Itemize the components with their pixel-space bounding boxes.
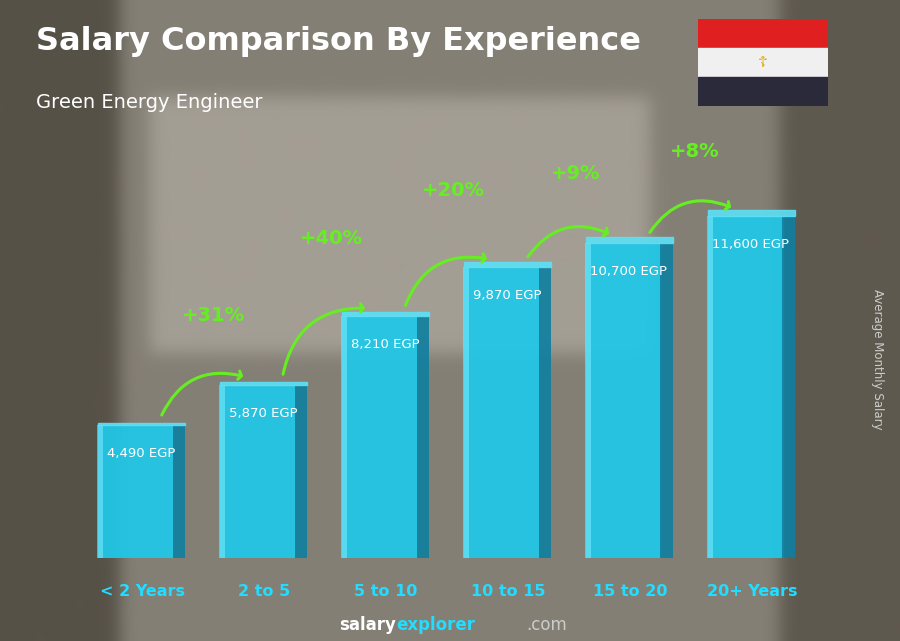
Text: salary: salary [339,616,396,634]
Bar [464,267,469,558]
Text: Salary Comparison By Experience: Salary Comparison By Experience [36,26,641,56]
Bar [707,216,713,558]
Bar [585,243,590,558]
Text: 10,700 EGP: 10,700 EGP [590,265,667,278]
Bar [342,316,418,558]
Text: +8%: +8% [670,142,719,160]
Text: 8,210 EGP: 8,210 EGP [351,338,419,351]
Text: explorer: explorer [396,616,475,634]
Bar [341,316,346,558]
Text: < 2 Years: < 2 Years [100,583,184,599]
Text: 5,870 EGP: 5,870 EGP [229,407,297,420]
Bar [708,216,784,558]
Text: Average Monthly Salary: Average Monthly Salary [871,288,884,429]
Bar [782,216,795,558]
Text: 4,490 EGP: 4,490 EGP [107,447,176,460]
Bar [698,19,828,48]
Text: 20+ Years: 20+ Years [706,583,797,599]
Bar [586,243,662,558]
Bar [698,77,828,106]
Text: 9,870 EGP: 9,870 EGP [472,289,541,302]
Bar [417,316,428,558]
Bar [708,210,795,216]
Bar [538,267,551,558]
Text: 5 to 10: 5 to 10 [355,583,418,599]
Bar [464,262,551,267]
Bar [661,243,672,558]
Bar [342,312,428,316]
Text: 11,600 EGP: 11,600 EGP [712,238,789,251]
Bar [173,426,184,558]
Text: +9%: +9% [551,164,600,183]
Bar [464,267,540,558]
Text: ☦: ☦ [758,55,768,70]
Text: +40%: +40% [300,229,363,249]
Bar [220,385,296,558]
Bar [98,423,184,426]
Text: +20%: +20% [422,181,485,199]
Bar [586,237,672,243]
Bar [220,385,225,558]
Text: +31%: +31% [182,306,245,325]
Text: 15 to 20: 15 to 20 [593,583,667,599]
Text: Green Energy Engineer: Green Energy Engineer [36,93,263,112]
Text: 2 to 5: 2 to 5 [238,583,291,599]
Text: .com: .com [526,616,567,634]
Bar [698,48,828,77]
Text: 10 to 15: 10 to 15 [471,583,545,599]
Bar [220,382,307,385]
Bar [97,426,103,558]
Bar [98,426,174,558]
Bar [294,385,307,558]
